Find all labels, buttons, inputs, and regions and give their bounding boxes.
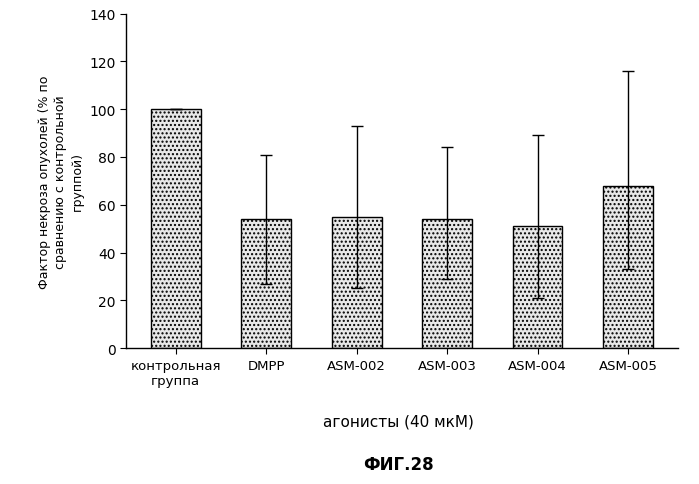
Y-axis label: Фактор некроза опухолей (% по
сравнению с контрольной
группой): Фактор некроза опухолей (% по сравнению … [38,75,83,288]
Text: агонисты (40 мкМ): агонисты (40 мкМ) [323,414,474,429]
Bar [513,227,563,348]
Bar [151,110,201,348]
Bar [241,220,291,348]
Bar [603,186,653,348]
Bar [332,217,382,348]
Text: ФИГ.28: ФИГ.28 [363,455,434,473]
Bar [422,220,472,348]
